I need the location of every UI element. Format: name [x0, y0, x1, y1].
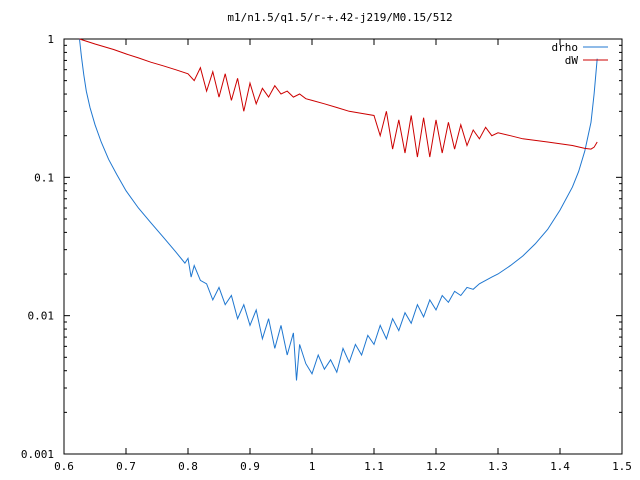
x-tick-label: 1.1 [364, 460, 384, 473]
x-tick-label: 1 [309, 460, 316, 473]
x-tick-label: 0.6 [54, 460, 74, 473]
x-tick-label: 1.3 [488, 460, 508, 473]
series-line-drho [79, 38, 598, 381]
x-tick-label: 0.9 [240, 460, 260, 473]
series-layer [79, 38, 598, 381]
x-tick-label: 1.5 [612, 460, 632, 473]
x-axis: 0.6 0.7 0.8 0.9 1 1.1 1.2 1.3 1.4 1.5 [54, 39, 632, 473]
legend-label-drho: drho [552, 41, 579, 54]
y-tick-label: 0.01 [28, 310, 55, 323]
series-line-dw [79, 38, 598, 158]
x-tick-label: 0.8 [178, 460, 198, 473]
plot-area-frame [63, 38, 623, 455]
chart-title: m1/n1.5/q1.5/r-+.42-j219/M0.15/512 [227, 11, 452, 24]
legend: drho dW [552, 41, 608, 67]
x-tick-label: 1.2 [426, 460, 446, 473]
x-tick-label: 1.4 [550, 460, 570, 473]
y-tick-label: 0.1 [34, 171, 54, 184]
y-tick-label: 0.001 [21, 448, 54, 461]
y-tick-label: 1 [47, 33, 54, 46]
y-axis: 1 0.1 0.01 0.001 [21, 33, 622, 461]
x-tick-label: 0.7 [116, 460, 136, 473]
legend-label-dw: dW [565, 54, 579, 67]
